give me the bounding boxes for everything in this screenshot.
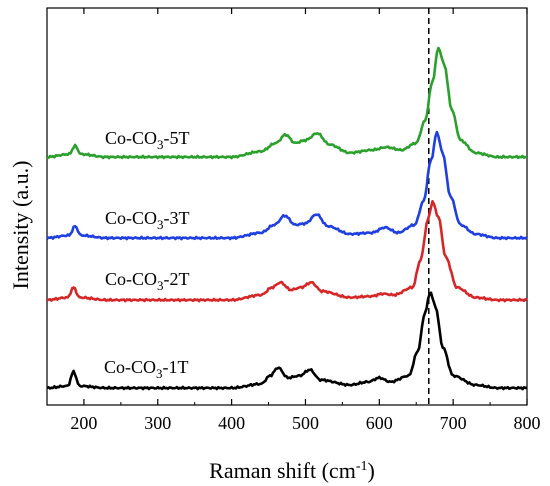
series-label-tail: -5T <box>164 128 190 148</box>
series-line-3 <box>46 291 528 391</box>
series-layer <box>46 46 528 391</box>
x-axis-title-sup: -1 <box>356 459 368 474</box>
x-tick-label: 600 <box>366 413 393 433</box>
series-label-main: Co-CO <box>105 128 157 148</box>
series-label-3: Co-CO3-1T <box>104 357 189 381</box>
x-axis-title-close: ) <box>367 458 374 483</box>
series-line-1 <box>46 130 528 241</box>
series-label-main: Co-CO <box>104 357 156 377</box>
x-axis-title: Raman shift (cm-1) <box>209 458 375 483</box>
series-label-sub: 3 <box>157 217 164 232</box>
x-tick-label: 400 <box>218 413 245 433</box>
series-line-2 <box>46 200 528 303</box>
series-label-sub: 3 <box>157 137 164 152</box>
y-axis-title: Intensity (a.u.) <box>8 161 33 290</box>
series-label-main: Co-CO <box>105 269 157 289</box>
x-tick-label: 200 <box>70 413 97 433</box>
x-tick-label: 800 <box>514 413 541 433</box>
x-axis-title-main: Raman shift (cm <box>209 458 356 483</box>
axes: 200 300 400 500 600 700 800 <box>46 7 541 433</box>
series-label-tail: -3T <box>164 208 190 228</box>
series-label-tail: -2T <box>164 269 190 289</box>
series-line-0 <box>46 46 528 160</box>
series-label-0: Co-CO3-5T <box>105 128 190 152</box>
series-label-sub: 3 <box>156 366 163 381</box>
x-tick-label: 700 <box>440 413 467 433</box>
series-label-tail: -1T <box>163 357 189 377</box>
series-label-2: Co-CO3-2T <box>105 269 190 293</box>
series-label-main: Co-CO <box>105 208 157 228</box>
x-tick-label: 300 <box>144 413 171 433</box>
series-label-1: Co-CO3-3T <box>105 208 190 232</box>
series-label-sub: 3 <box>157 278 164 293</box>
x-tick-label: 500 <box>292 413 319 433</box>
plot-frame <box>46 7 528 406</box>
